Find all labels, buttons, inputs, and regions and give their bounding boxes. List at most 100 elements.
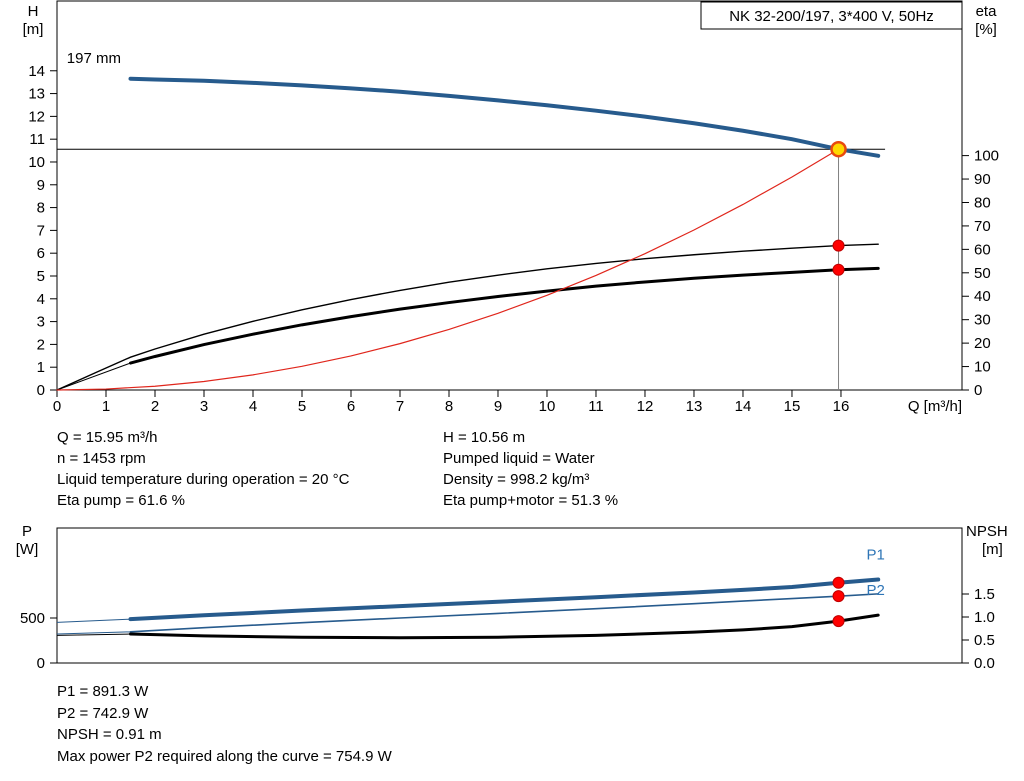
info-line-density: Density = 998.2 kg/m³ [443,471,590,488]
plot-frame [56,527,963,664]
y-left-tick-label: 13 [28,86,45,103]
x-tick-label: 5 [298,398,306,415]
plot-frame [56,0,963,391]
p1-curve-leader [56,618,131,623]
x-tick-label: 10 [539,398,556,415]
x-tick-label: 2 [151,398,159,415]
y-left-tick-label: 12 [28,108,45,125]
head-curve-197mm [128,76,881,158]
npsh-marker [832,615,845,628]
info-line-npsh: NPSH = 0.91 m [57,726,162,743]
duty-point-marker [830,140,847,158]
y-right-axis-title: eta [976,3,998,20]
duty-info-right-column: H = 10.56 m Pumped liquid = Water Densit… [443,427,618,511]
p1-curve [128,577,881,622]
x-tick-label: 4 [249,398,257,415]
info-line-max-p2: Max power P2 required along the curve = … [57,747,392,765]
duty-info-left-column: Q = 15.95 m³/h n = 1453 rpm Liquid tempe… [57,427,443,511]
info-line-p1: P1 = 891.3 W [57,683,149,700]
y-left-tick-label: 4 [37,291,45,308]
y-left-axis-title: [W] [16,541,39,558]
info-line-pumped-liquid: Pumped liquid = Water [443,450,595,467]
system-curve [56,148,840,391]
duty-point-info: Q = 15.95 m³/h n = 1453 rpm Liquid tempe… [57,427,618,511]
y-left-tick-label: 6 [37,245,45,262]
p2-curve-leader [56,631,131,635]
x-tick-label: 3 [200,398,208,415]
y-left-tick-label: 7 [37,222,45,239]
y-left-axis-title: [m] [23,21,44,38]
y-right-tick-label: 100 [974,148,999,165]
x-tick-label: 0 [53,398,61,415]
y-left-axis-title: H [28,3,39,20]
x-tick-label: 12 [637,398,654,415]
p2-curve [129,593,880,633]
y-left-tick-label: 14 [28,63,45,80]
power-npsh-info: P1 = 891.3 W P2 = 742.9 W NPSH = 0.91 m … [57,681,392,767]
y-right-tick-label: 0.0 [974,655,995,672]
y-left-tick-label: 1 [37,359,45,376]
npsh-curve [128,613,880,640]
pump-title: NK 32-200/197, 3*400 V, 50Hz [729,8,934,25]
power-npsh-chart: 0 500 0.0 0.5 1.0 1.5 P[W] NPSH[m] P1 P2 [16,523,1008,672]
eta-pump-motor-curve [128,266,880,365]
x-tick-label: 9 [494,398,502,415]
y-right-tick-label: 20 [974,335,991,352]
y-left-tick-label: 10 [28,154,45,171]
y-right-tick-label: 0 [974,382,982,399]
y-left-tick-label: 3 [37,314,45,331]
x-tick-label: 8 [445,398,453,415]
eta-pump-curve [56,243,879,391]
impeller-diameter-label: 197 mm [67,50,121,67]
y-left-tick-label: 2 [37,336,45,353]
y-right-axis-title: [m] [982,541,1003,558]
info-line-liquid-temp: Liquid temperature during operation = 20… [57,471,350,488]
pump-title-box [700,1,963,30]
y-right-tick-label: 10 [974,359,991,376]
eta-pump-motor-marker [832,263,845,276]
info-line-eta-pump: Eta pump = 61.6 % [57,492,185,509]
y-right-tick-label: 80 [974,194,991,211]
info-line-q: Q = 15.95 m³/h [57,429,158,446]
y-left-axis-title: P [22,523,32,540]
y-right-tick-label: 1.0 [974,609,995,626]
y-left-tick-label: 0 [37,655,45,672]
y-right-tick-label: 90 [974,171,991,188]
x-tick-label: 1 [102,398,110,415]
y-right-tick-label: 40 [974,288,991,305]
eta-pump-motor-curve-leader [56,362,131,391]
y-right-tick-label: 70 [974,218,991,235]
y-right-tick-label: 50 [974,265,991,282]
x-tick-label: 11 [588,398,604,415]
x-tick-label: 14 [735,398,752,415]
y-right-tick-label: 60 [974,241,991,258]
p2-marker [832,590,845,603]
info-line-eta-pump-motor: Eta pump+motor = 51.3 % [443,492,619,509]
npsh-curve-leader [56,633,131,636]
y-left-tick-label: 500 [20,610,45,627]
y-right-tick-label: 30 [974,312,991,329]
x-tick-label: 16 [833,398,850,415]
y-left-tick-label: 0 [37,382,45,399]
y-right-tick-label: 0.5 [974,632,995,649]
p1-marker [832,576,845,589]
x-tick-label: 6 [347,398,355,415]
eta-pump-marker [832,239,845,252]
y-left-tick-label: 11 [29,131,45,148]
x-tick-label: 15 [784,398,801,415]
y-left-tick-label: 5 [37,268,45,285]
x-tick-label: 13 [686,398,703,415]
info-line-h: H = 10.56 m [443,429,526,446]
p1-curve-label: P1 [866,547,884,564]
y-left-tick-label: 8 [37,200,45,217]
p2-curve-label: P2 [866,582,884,599]
info-line-n: n = 1453 rpm [57,450,146,467]
y-right-axis-title: [%] [975,21,997,38]
y-right-axis-title: NPSH [966,523,1008,540]
y-left-tick-label: 9 [37,177,45,194]
y-right-tick-label: 1.5 [974,586,995,603]
hq-eta-chart: 0123456789101112131401020304050607080901… [23,0,999,415]
x-tick-label: 7 [396,398,404,415]
info-line-p2: P2 = 742.9 W [57,704,149,722]
